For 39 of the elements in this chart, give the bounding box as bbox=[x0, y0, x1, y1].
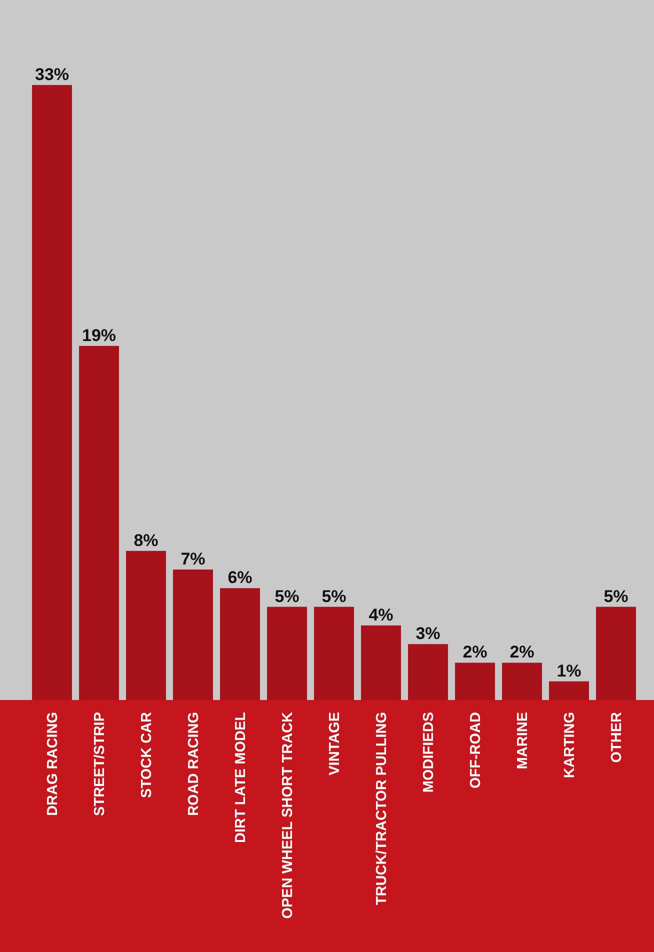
data-label: 5% bbox=[604, 586, 628, 606]
data-label: 2% bbox=[462, 642, 488, 662]
x-tick-label: DIRT LATE MODEL bbox=[233, 712, 249, 844]
x-tick-label: TRUCK/TRACTOR PULLING bbox=[374, 712, 390, 906]
x-tick-label: MARINE bbox=[515, 712, 531, 770]
data-label: 5% bbox=[274, 586, 300, 606]
bar bbox=[549, 681, 589, 700]
bar bbox=[267, 606, 307, 700]
x-tick-label: OPEN WHEEL SHORT TRACK bbox=[280, 711, 296, 919]
x-tick-label: DRAG RACING bbox=[45, 712, 61, 816]
bar bbox=[361, 625, 401, 700]
data-label: 4% bbox=[368, 605, 394, 624]
data-label: 33% bbox=[34, 65, 70, 84]
bar bbox=[173, 570, 213, 700]
bar bbox=[408, 644, 448, 700]
data-label: 7% bbox=[180, 550, 206, 569]
bar bbox=[79, 346, 119, 700]
data-label: 3% bbox=[416, 624, 440, 644]
data-label: 1% bbox=[556, 661, 582, 680]
bar bbox=[596, 606, 636, 700]
data-label: 8% bbox=[134, 530, 158, 550]
x-tick-label: ROAD RACING bbox=[186, 712, 202, 816]
bar bbox=[314, 606, 354, 700]
x-tick-label: VINTAGE bbox=[327, 712, 343, 776]
data-label: 5% bbox=[322, 586, 346, 606]
x-tick-label: STREET/STRIP bbox=[92, 712, 108, 816]
x-tick-label: MODIFIEDS bbox=[421, 712, 437, 793]
x-tick-label: STOCK CAR bbox=[139, 711, 155, 798]
data-label: 2% bbox=[510, 642, 534, 662]
data-label: 19% bbox=[82, 326, 116, 345]
data-label: 6% bbox=[228, 568, 252, 588]
x-tick-label: OFF-ROAD bbox=[468, 712, 484, 789]
bar bbox=[126, 550, 166, 700]
bar bbox=[32, 85, 72, 700]
bar bbox=[220, 588, 260, 700]
bar bbox=[502, 662, 542, 700]
x-tick-label: OTHER bbox=[609, 711, 625, 763]
x-tick-label: KARTING bbox=[562, 712, 578, 778]
bar bbox=[455, 662, 495, 700]
